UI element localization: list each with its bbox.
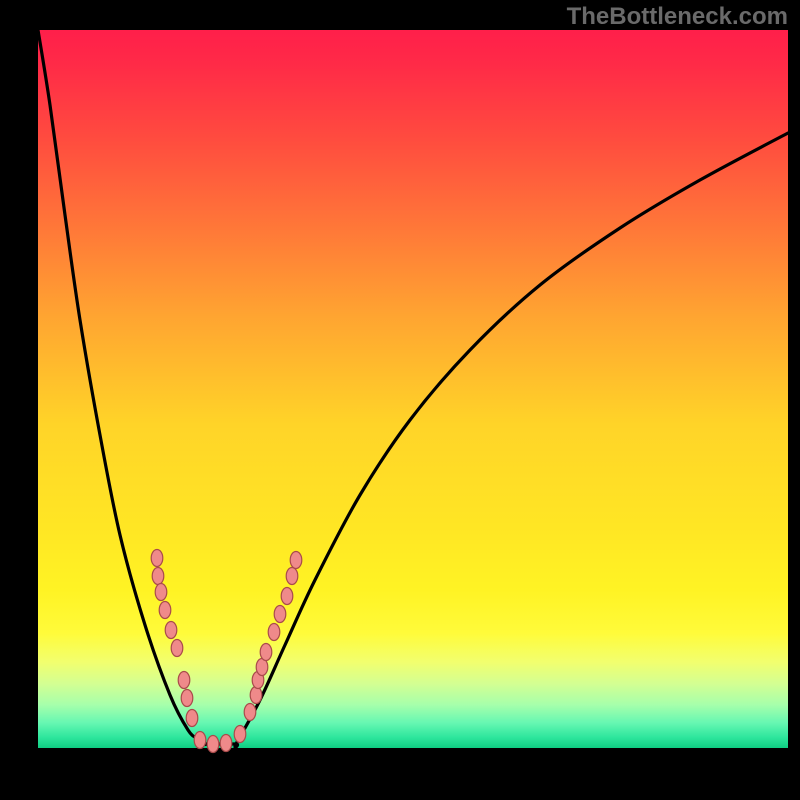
data-marker — [290, 552, 302, 569]
data-marker — [159, 602, 171, 619]
data-marker — [181, 690, 193, 707]
plot-svg — [0, 0, 800, 800]
data-marker — [194, 732, 206, 749]
data-marker — [155, 584, 167, 601]
data-marker — [281, 588, 293, 605]
data-marker — [152, 568, 164, 585]
data-marker — [151, 550, 163, 567]
data-marker — [250, 687, 262, 704]
data-marker — [286, 568, 298, 585]
data-marker — [234, 726, 246, 743]
data-marker — [244, 704, 256, 721]
data-marker — [171, 640, 183, 657]
data-marker — [260, 644, 272, 661]
data-marker — [165, 622, 177, 639]
data-marker — [178, 672, 190, 689]
data-marker — [274, 606, 286, 623]
data-marker — [220, 735, 232, 752]
watermark-text: TheBottleneck.com — [567, 3, 788, 31]
data-marker — [268, 624, 280, 641]
chart-frame: TheBottleneck.com — [0, 0, 800, 800]
data-marker — [186, 710, 198, 727]
data-marker — [207, 736, 219, 753]
